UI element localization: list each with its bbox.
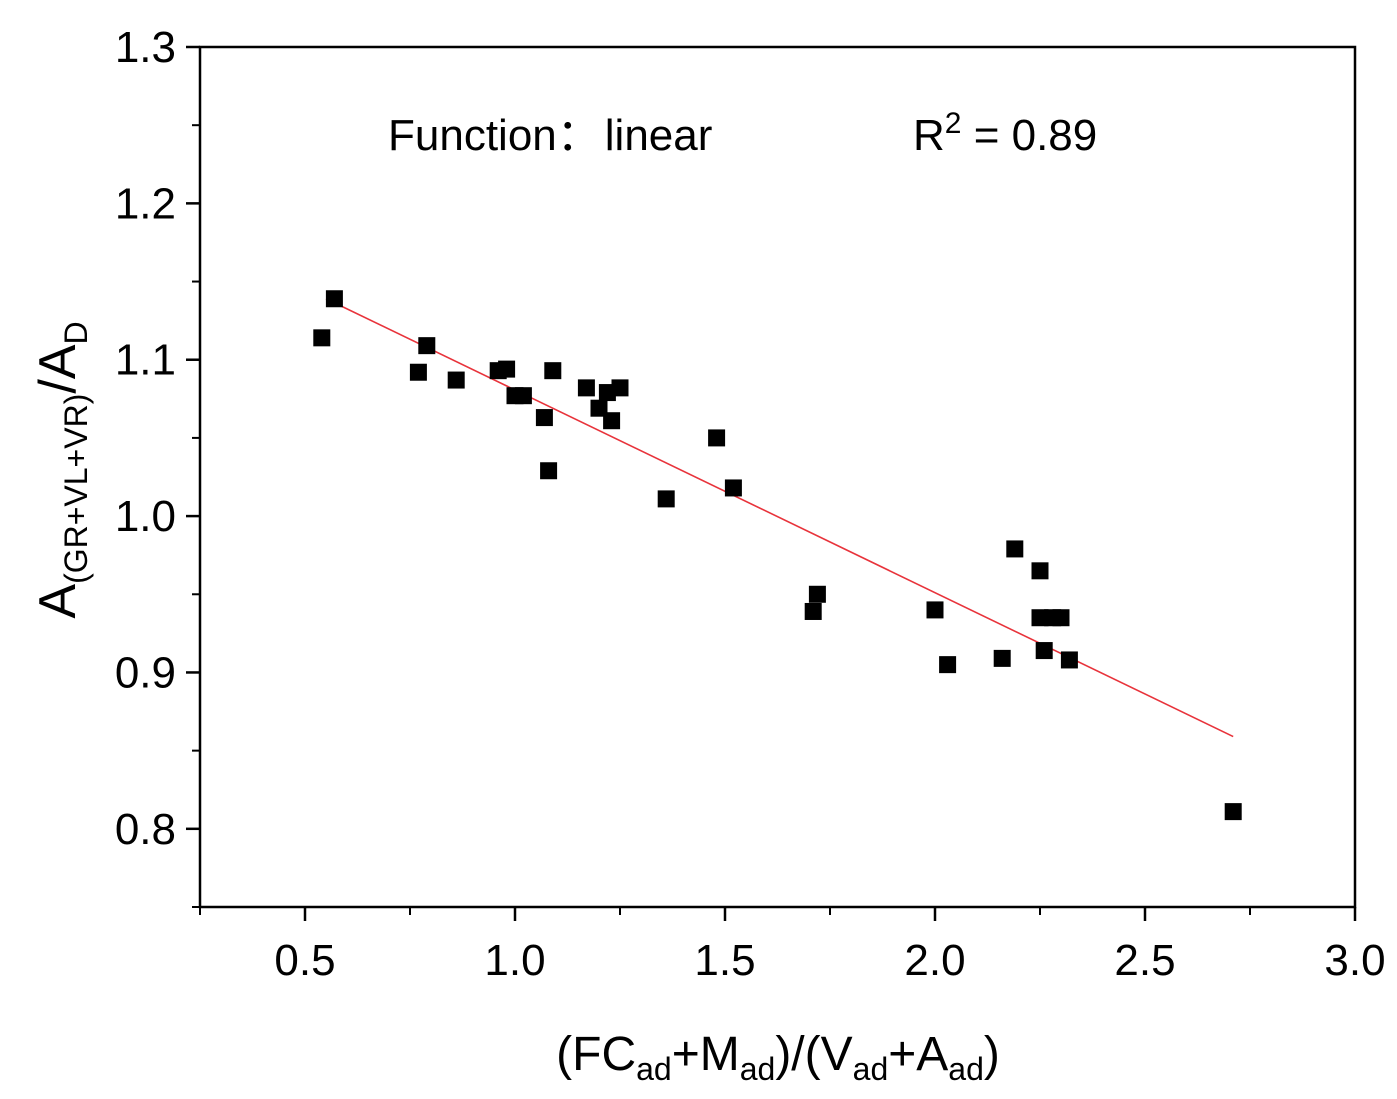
axis-ticks: 0.5 1.0 1.5 2.0 2.5 3.0 0.8 0.9 1.0 1.1 1.2 1.3 bbox=[115, 23, 1386, 985]
data-point bbox=[313, 329, 331, 347]
data-point bbox=[447, 371, 465, 389]
data-points bbox=[313, 290, 1242, 821]
x-tick-label: 2.0 bbox=[904, 936, 965, 985]
y-axis-title: A(GR+VL+VR)/AD bbox=[29, 321, 94, 618]
data-point bbox=[603, 412, 621, 430]
data-point bbox=[808, 585, 826, 603]
data-point bbox=[540, 462, 558, 480]
y-tick-label: 0.8 bbox=[115, 805, 176, 854]
data-point bbox=[535, 409, 553, 427]
data-point bbox=[993, 649, 1011, 667]
annotation-function-value: linear bbox=[605, 111, 713, 160]
data-point bbox=[1224, 803, 1242, 821]
data-point bbox=[804, 602, 822, 620]
data-point bbox=[1035, 642, 1053, 660]
data-point bbox=[418, 337, 436, 355]
y-tick-label: 1.1 bbox=[115, 336, 176, 385]
data-point bbox=[926, 601, 944, 619]
ylabel-sub: (GR+VL+VR) bbox=[58, 394, 94, 584]
data-point bbox=[1060, 651, 1078, 669]
xlabel-part: ) bbox=[984, 1028, 1000, 1081]
r2-base: R bbox=[913, 111, 945, 160]
data-point bbox=[1031, 562, 1049, 580]
data-point bbox=[514, 387, 532, 405]
xlabel-part: (FC bbox=[556, 1028, 636, 1081]
data-point bbox=[657, 490, 675, 508]
data-point bbox=[708, 429, 726, 447]
xlabel-sub: ad bbox=[948, 1051, 984, 1087]
data-point bbox=[939, 656, 957, 674]
y-tick-label: 1.0 bbox=[115, 492, 176, 541]
annotation-r-squared: R2 = 0.89 bbox=[913, 107, 1097, 160]
x-tick-label: 3.0 bbox=[1324, 936, 1385, 985]
x-tick-label: 2.5 bbox=[1114, 936, 1175, 985]
r2-sup: 2 bbox=[945, 107, 962, 140]
data-point bbox=[409, 363, 427, 381]
x-axis-title: (FCad+Mad)/(Vad+Aad) bbox=[556, 1028, 1000, 1087]
xlabel-part: +A bbox=[888, 1028, 948, 1081]
y-tick-label: 0.9 bbox=[115, 648, 176, 697]
y-tick-label: 1.2 bbox=[115, 179, 176, 228]
fit-line-group bbox=[325, 298, 1234, 738]
xlabel-sub: ad bbox=[853, 1051, 889, 1087]
data-point bbox=[1006, 540, 1024, 558]
data-point bbox=[577, 379, 595, 397]
ylabel-part: A bbox=[29, 584, 87, 619]
data-point bbox=[325, 290, 343, 308]
xlabel-part: )/(V bbox=[775, 1028, 852, 1081]
data-point bbox=[611, 379, 629, 397]
ylabel-part: /A bbox=[29, 344, 87, 393]
fit-line bbox=[325, 298, 1234, 738]
r2-rest: = 0.89 bbox=[961, 111, 1097, 160]
xlabel-sub: ad bbox=[740, 1051, 776, 1087]
y-tick-label: 1.3 bbox=[115, 23, 176, 72]
x-tick-label: 1.0 bbox=[484, 936, 545, 985]
ylabel-sub: D bbox=[58, 321, 94, 344]
xlabel-sub: ad bbox=[636, 1051, 672, 1087]
x-tick-label: 0.5 bbox=[274, 936, 335, 985]
annotation-function: Function：linear bbox=[388, 111, 712, 160]
data-point bbox=[544, 362, 562, 380]
annotation-function-label: Function bbox=[388, 111, 557, 160]
data-point bbox=[724, 479, 742, 497]
annotation-function-sep: ： bbox=[557, 111, 601, 160]
xlabel-part: +M bbox=[672, 1028, 740, 1081]
x-tick-label: 1.5 bbox=[694, 936, 755, 985]
data-point bbox=[1052, 609, 1070, 627]
plot-area bbox=[198, 45, 1357, 909]
data-point bbox=[498, 360, 516, 378]
